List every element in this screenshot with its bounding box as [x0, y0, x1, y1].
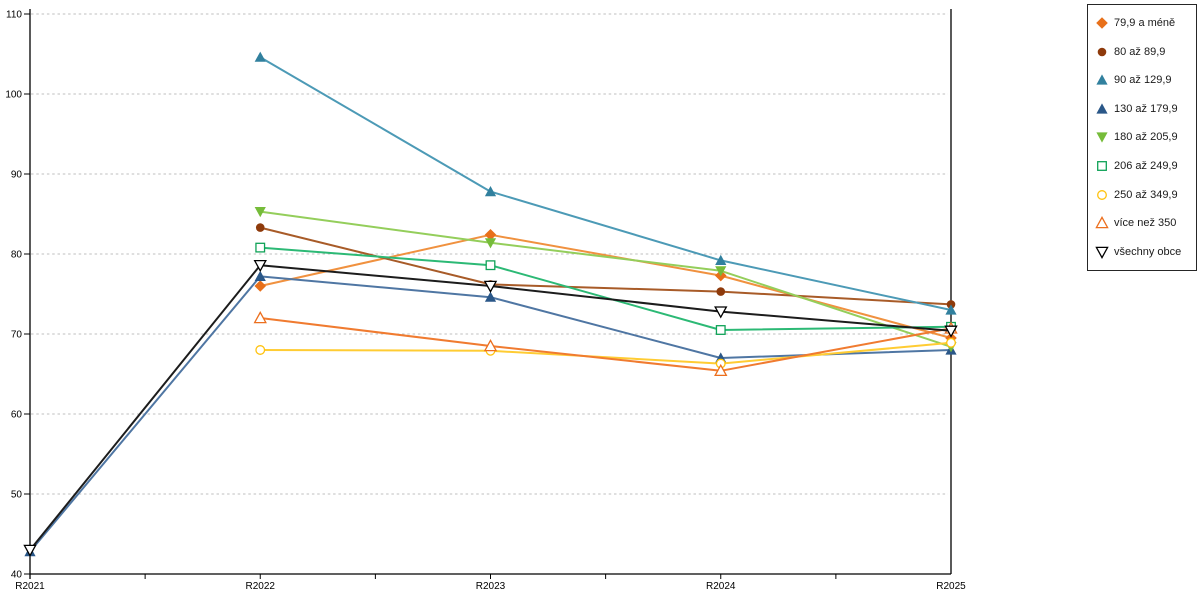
- series-4-marker: [254, 270, 266, 281]
- marker-circle-icon: [1097, 47, 1107, 56]
- marker-triangle-down-icon: [1096, 132, 1108, 144]
- y-tick-label: 90: [11, 170, 23, 181]
- series-6-marker: [715, 325, 726, 335]
- chart-legend: 79,9 a méně 80 až 89,9 90 až 129,9 130 a…: [1087, 4, 1197, 271]
- marker-circle-open-icon: [1097, 189, 1107, 200]
- x-tick-label: R2024: [706, 581, 736, 592]
- legend-item: 206 až 249,9: [1095, 153, 1196, 180]
- series-5-marker: [715, 266, 727, 277]
- legend-label: 80 až 89,9: [1114, 45, 1166, 58]
- series-9-marker: [253, 259, 267, 273]
- legend-item: 80 až 89,9: [1095, 38, 1196, 65]
- marker-triangle-open-icon: [1095, 216, 1109, 229]
- y-tick-label: 80: [11, 250, 23, 261]
- legend-marker-shape: [1096, 132, 1108, 144]
- series-8-marker: [714, 363, 728, 377]
- legend-marker-shape: [1095, 216, 1109, 229]
- y-tick-label: 100: [5, 90, 22, 101]
- legend-label: 206 až 249,9: [1114, 160, 1178, 173]
- series-5-marker: [254, 207, 266, 218]
- legend-marker-shape: [1096, 17, 1108, 29]
- series-1-line: [259, 233, 952, 339]
- series-2: [255, 223, 956, 309]
- legend-marker-shape: [1096, 74, 1108, 85]
- y-tick-label: 60: [11, 410, 23, 421]
- series-2-marker: [716, 287, 726, 296]
- legend-label: 250 až 349,9: [1114, 188, 1178, 201]
- series-5-line: [259, 210, 952, 348]
- y-tick-label: 70: [11, 330, 23, 341]
- series-8-line: [259, 317, 952, 372]
- y-tick-label: 40: [11, 570, 23, 581]
- x-tick-label: R2025: [936, 581, 966, 592]
- marker-triangle-icon: [1096, 103, 1108, 114]
- marker-diamond-icon: [1096, 17, 1108, 29]
- legend-marker-shape: [1096, 103, 1108, 114]
- series-6-marker: [255, 242, 266, 253]
- series-3-marker: [254, 51, 266, 62]
- legend-marker-shape: [1097, 189, 1107, 200]
- series-3-marker: [945, 304, 957, 315]
- series-1-marker: [254, 280, 267, 292]
- legend-item: 79,9 a méně: [1095, 10, 1196, 37]
- series-9-line: [29, 264, 952, 551]
- series-3-marker: [715, 254, 727, 265]
- legend-item: více než 350: [1095, 210, 1196, 237]
- series-9-marker: [483, 280, 498, 293]
- series-9-marker: [714, 306, 728, 319]
- legend-marker-shape: [1095, 246, 1109, 259]
- legend-item: 130 až 179,9: [1095, 95, 1196, 122]
- legend-item: všechny obce: [1095, 238, 1196, 265]
- y-tick-label: 50: [11, 490, 23, 501]
- legend-label: 90 až 129,9: [1114, 74, 1172, 87]
- legend-label: všechny obce: [1114, 245, 1182, 258]
- legend-label: 130 až 179,9: [1114, 102, 1178, 115]
- series-3: [254, 51, 957, 315]
- series-7-marker: [946, 337, 956, 348]
- y-tick-label: 110: [6, 10, 22, 21]
- series-3-line: [259, 56, 952, 311]
- series-3-marker: [484, 186, 497, 197]
- legend-label: 79,9 a méně: [1114, 17, 1176, 30]
- series-6-marker: [485, 260, 496, 271]
- series-2-marker: [255, 223, 265, 232]
- legend-marker-shape: [1097, 161, 1107, 172]
- marker-triangle-icon: [1096, 74, 1108, 85]
- series-1-marker: [484, 229, 497, 241]
- series-7-line: [259, 341, 952, 365]
- legend-label: více než 350: [1114, 217, 1177, 230]
- marker-triangle-down-open-icon: [1095, 246, 1109, 259]
- series-9-marker: [23, 544, 37, 557]
- series-9: [23, 259, 958, 557]
- series-4-marker: [484, 291, 497, 302]
- series-8-marker: [483, 339, 498, 352]
- x-tick-label: R2023: [476, 581, 506, 592]
- series-2-line: [259, 226, 952, 306]
- x-tick-label: R2021: [15, 581, 45, 592]
- series-8-marker: [253, 311, 267, 324]
- series-5-marker: [484, 238, 497, 249]
- legend-item: 180 až 205,9: [1095, 124, 1196, 151]
- series-7-marker: [255, 345, 266, 355]
- series-4-line: [29, 275, 952, 553]
- series-9-marker: [944, 325, 958, 338]
- series-6-line: [259, 246, 952, 331]
- x-tick-label: R2022: [246, 581, 276, 592]
- legend-marker-shape: [1097, 47, 1107, 56]
- gridlines: [31, 13, 948, 495]
- marker-square-open-icon: [1097, 161, 1107, 172]
- axes: 40 50 60 70 80 90 100 110 R2021 R2022 R2023 R2024 R2…: [5, 9, 966, 592]
- legend-item: 90 až 129,9: [1095, 67, 1196, 94]
- series-5: [254, 207, 957, 353]
- legend-item: 250 až 349,9: [1095, 181, 1196, 208]
- legend-label: 180 až 205,9: [1114, 131, 1178, 144]
